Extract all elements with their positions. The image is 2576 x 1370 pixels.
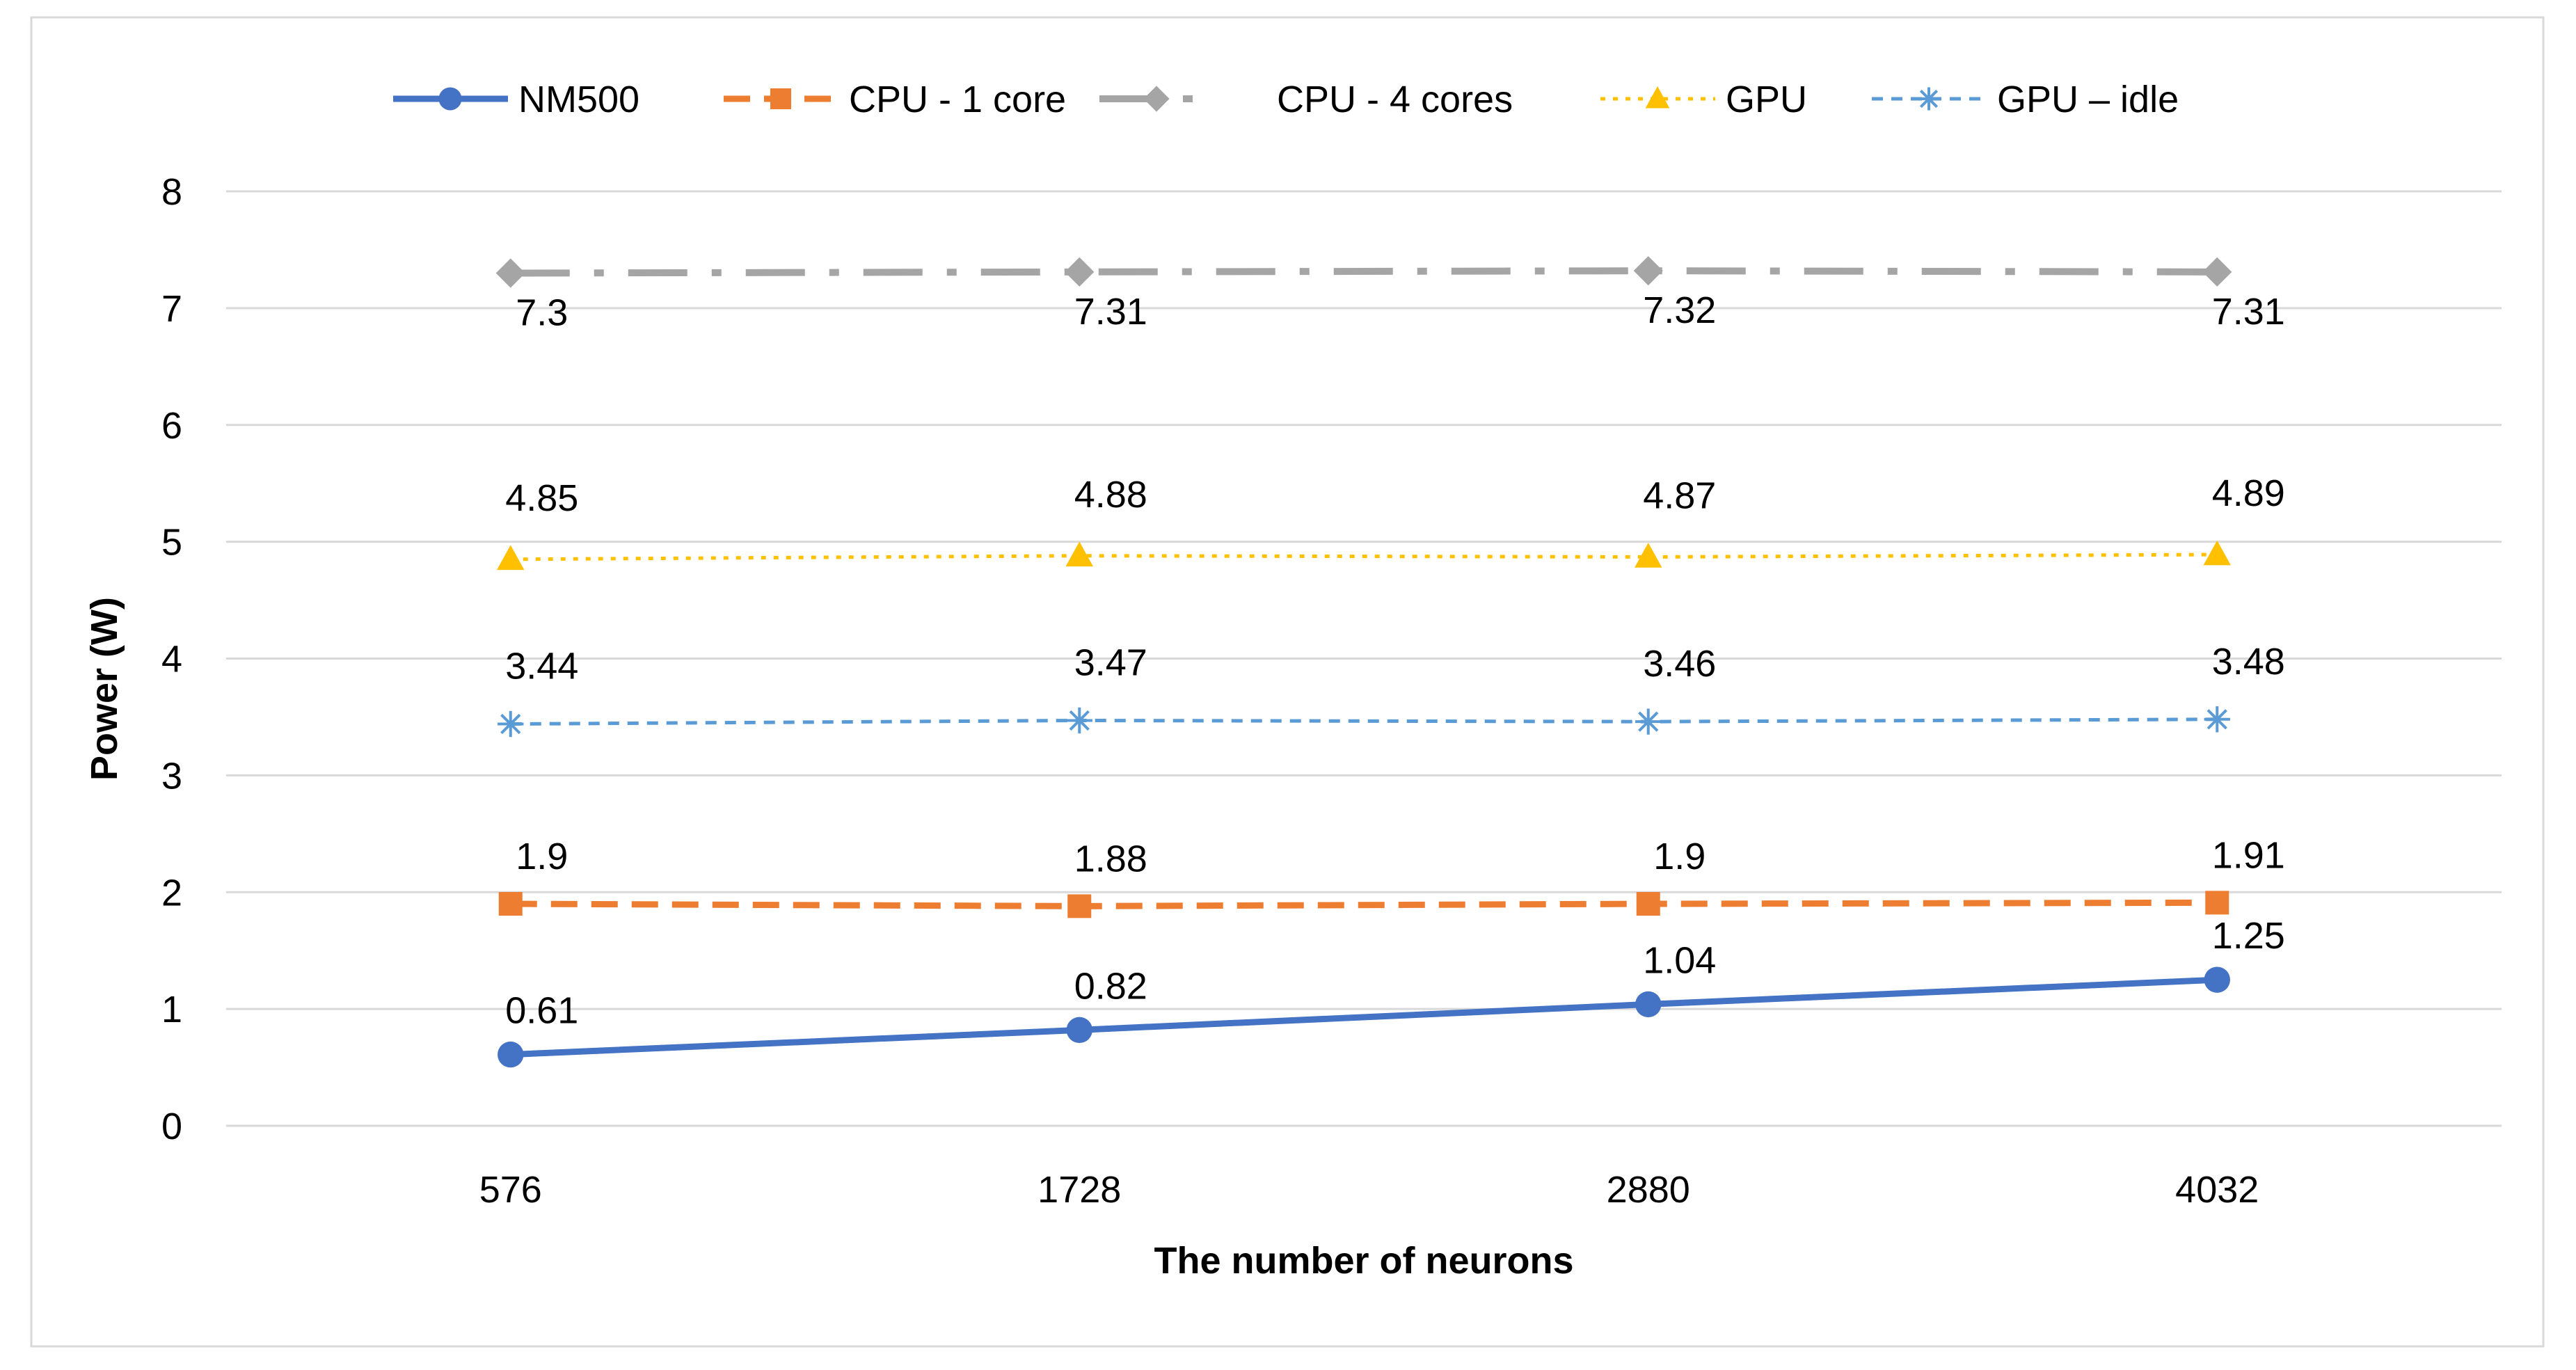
y-axis-ticks: 0 1 2 3 4 5 6 7 8	[161, 171, 182, 1147]
data-label: 7.31	[1074, 291, 1147, 333]
y-tick-label: 8	[161, 171, 182, 213]
data-label: 0.61	[505, 990, 578, 1032]
data-label: 3.48	[2212, 641, 2285, 683]
data-label: 1.9	[516, 836, 568, 877]
data-point	[1635, 543, 1662, 568]
legend: NM500 CPU - 1 core CPU - 4 cores GPU GPU – i…	[393, 79, 2179, 120]
x-tick-label: 4032	[2175, 1169, 2259, 1211]
data-point	[498, 1041, 524, 1068]
series-line	[510, 899, 2218, 909]
x-tick-label: 576	[479, 1169, 542, 1211]
data-point	[2202, 257, 2232, 287]
data-label: 1.04	[1643, 939, 1716, 981]
legend-marker	[770, 88, 791, 109]
legend-label: GPU	[1726, 79, 1807, 120]
data-label: 7.31	[2212, 291, 2285, 333]
data-label: 4.88	[1074, 474, 1147, 516]
data-point	[2203, 540, 2231, 566]
data-point	[1067, 894, 1092, 918]
data-point	[2204, 966, 2230, 993]
legend-label: CPU - 4 cores	[1277, 79, 1513, 120]
data-point	[1633, 256, 1663, 286]
data-point	[498, 710, 524, 738]
data-label: 4.85	[505, 477, 578, 519]
y-tick-label: 1	[161, 989, 182, 1030]
y-tick-label: 4	[161, 639, 182, 680]
data-point	[495, 258, 525, 288]
y-axis-title: Power (W)	[84, 597, 125, 781]
data-label: 1.25	[2212, 915, 2285, 957]
data-point	[1066, 707, 1092, 734]
data-label: 7.3	[516, 292, 568, 334]
series-lines	[495, 256, 2232, 1068]
x-axis-title: The number of neurons	[1154, 1240, 1573, 1282]
data-label: 0.82	[1074, 965, 1147, 1007]
y-tick-label: 0	[161, 1106, 182, 1147]
data-label: 7.32	[1643, 289, 1716, 331]
data-point	[1065, 541, 1093, 567]
y-tick-label: 3	[161, 755, 182, 797]
data-label: 3.44	[505, 646, 578, 687]
data-label: 4.89	[2212, 472, 2285, 514]
data-point	[1066, 1017, 1092, 1044]
marker-stroke	[1638, 711, 1659, 732]
data-point	[2204, 706, 2230, 733]
y-tick-label: 5	[161, 522, 182, 564]
data-label: 3.46	[1643, 643, 1716, 685]
data-point	[1636, 892, 1660, 916]
marker-stroke	[1069, 710, 1090, 731]
data-label: 1.91	[2212, 834, 2285, 876]
legend-marker	[1645, 86, 1670, 109]
data-point	[1635, 991, 1662, 1018]
legend-label: GPU – idle	[1997, 79, 2179, 120]
x-tick-label: 2880	[1607, 1169, 1690, 1211]
marker-stroke	[1919, 89, 1939, 109]
legend-marker	[1143, 86, 1170, 112]
data-labels: 0.61 0.82 1.04 1.25 1.9 1.88 1.9 1.91 7.3 7.31 7.3…	[505, 289, 2285, 1031]
y-tick-label: 2	[161, 872, 182, 914]
chart-border	[30, 16, 2545, 1348]
series-line	[510, 267, 2218, 277]
gridlines	[226, 190, 2502, 1127]
x-tick-label: 1728	[1037, 1169, 1121, 1211]
data-point	[1065, 257, 1095, 287]
data-point	[497, 545, 525, 571]
x-axis-ticks: 576 1728 2880 4032	[479, 1169, 2259, 1211]
marker-stroke	[500, 713, 521, 735]
legend-marker	[1917, 87, 1941, 111]
data-label: 3.47	[1074, 642, 1147, 683]
data-point	[498, 892, 523, 916]
series-line	[510, 552, 2218, 561]
marker-stroke	[2207, 709, 2227, 730]
data-point	[1635, 708, 1662, 735]
data-label: 1.9	[1653, 836, 1706, 877]
data-label: 1.88	[1074, 838, 1147, 879]
data-label: 4.87	[1643, 475, 1716, 516]
y-tick-label: 6	[161, 405, 182, 447]
legend-label: NM500	[518, 79, 639, 120]
legend-label: CPU - 1 core	[849, 79, 1066, 120]
y-tick-label: 7	[161, 288, 182, 330]
legend-marker	[438, 87, 462, 111]
data-point	[2205, 891, 2229, 915]
series-line	[510, 976, 2218, 1058]
